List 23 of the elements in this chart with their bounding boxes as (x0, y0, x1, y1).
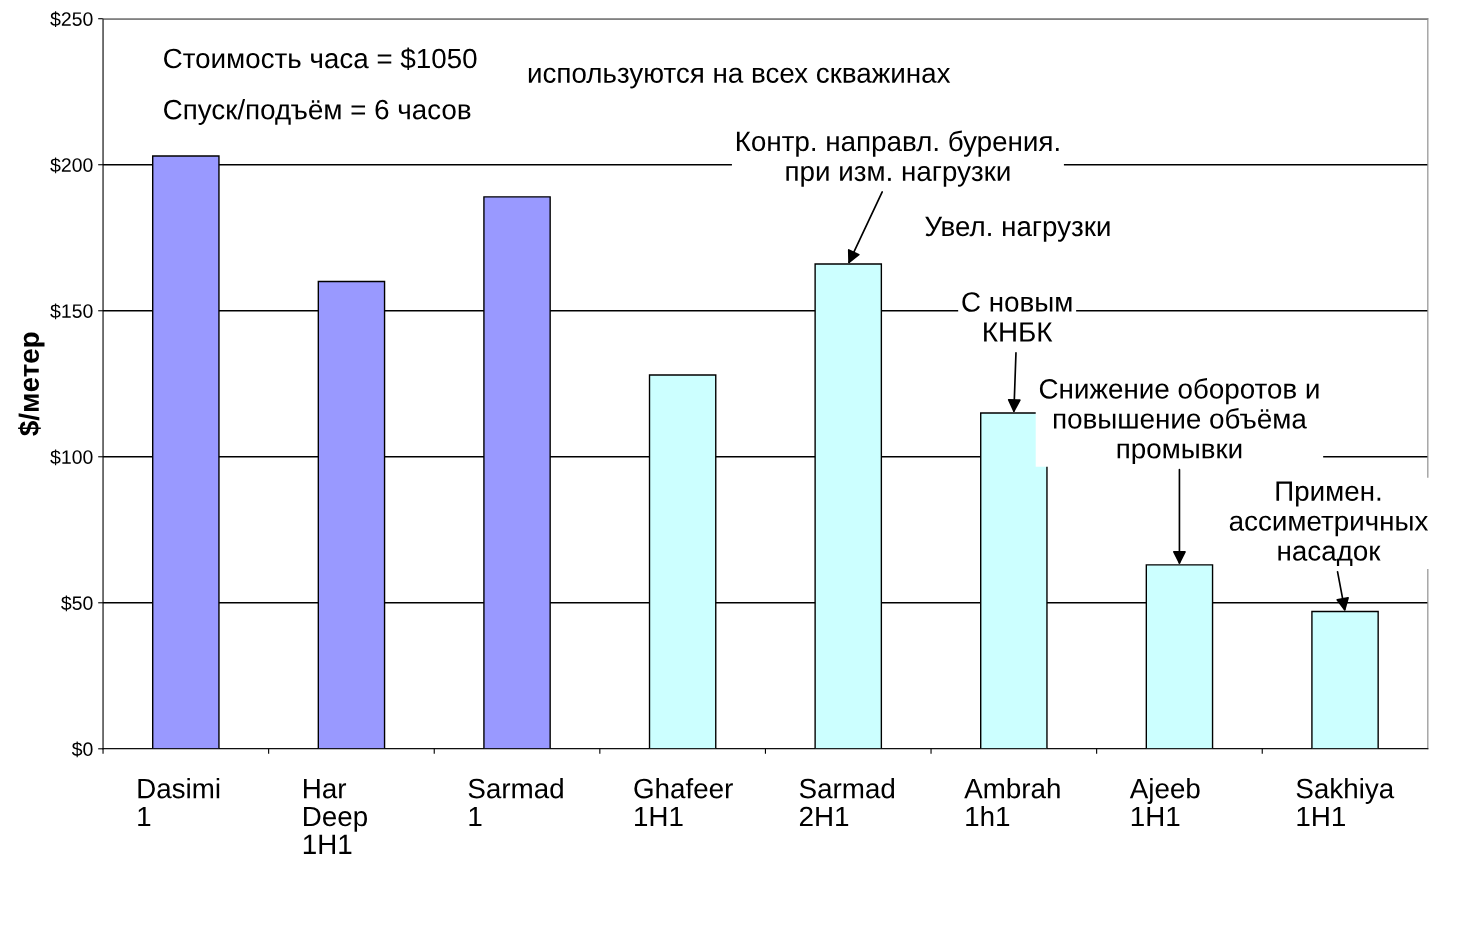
annotation: Примен. ассиметричных насадок (1229, 481, 1429, 567)
x-tick-label: Ghafeer 1H1 (634, 778, 733, 827)
x-tick-label: Sarmad 1 (468, 778, 563, 827)
x-tick-label: Sarmad 2H1 (799, 778, 895, 827)
x-tick-label: Ajeeb 1H1 (1129, 778, 1200, 827)
annotation: Снижение оборотов и повышение объёма промывки (1039, 378, 1319, 465)
annotation: С новым КНБК (962, 292, 1072, 342)
y-tick-label: $0 (71, 741, 93, 758)
annotation: используются на всех скважинах (528, 67, 951, 89)
y-tick-label: $100 (50, 449, 93, 466)
annotation: Контр. направл. бурения. при изм. нагрузки (736, 130, 1059, 187)
y-axis-title: $/метер (18, 332, 45, 436)
x-tick-label: Sakhiya 1H1 (1296, 778, 1395, 827)
x-tick-label: Ambrah 1h1 (964, 778, 1060, 827)
y-tick-label: $250 (50, 11, 93, 28)
y-tick-label: $200 (50, 157, 93, 174)
y-tick-label: $150 (50, 303, 93, 320)
annotation: Увел. нагрузки (925, 216, 1110, 242)
x-tick-label: Dasimi 1 (138, 778, 220, 827)
y-tick-label: $50 (61, 595, 93, 612)
x-tick-label: Har Deep 1H1 (303, 779, 367, 854)
annotation: Стоимость часа = $1050 (164, 47, 477, 70)
annotation: Спуск/подъём = 6 часов (164, 99, 471, 125)
